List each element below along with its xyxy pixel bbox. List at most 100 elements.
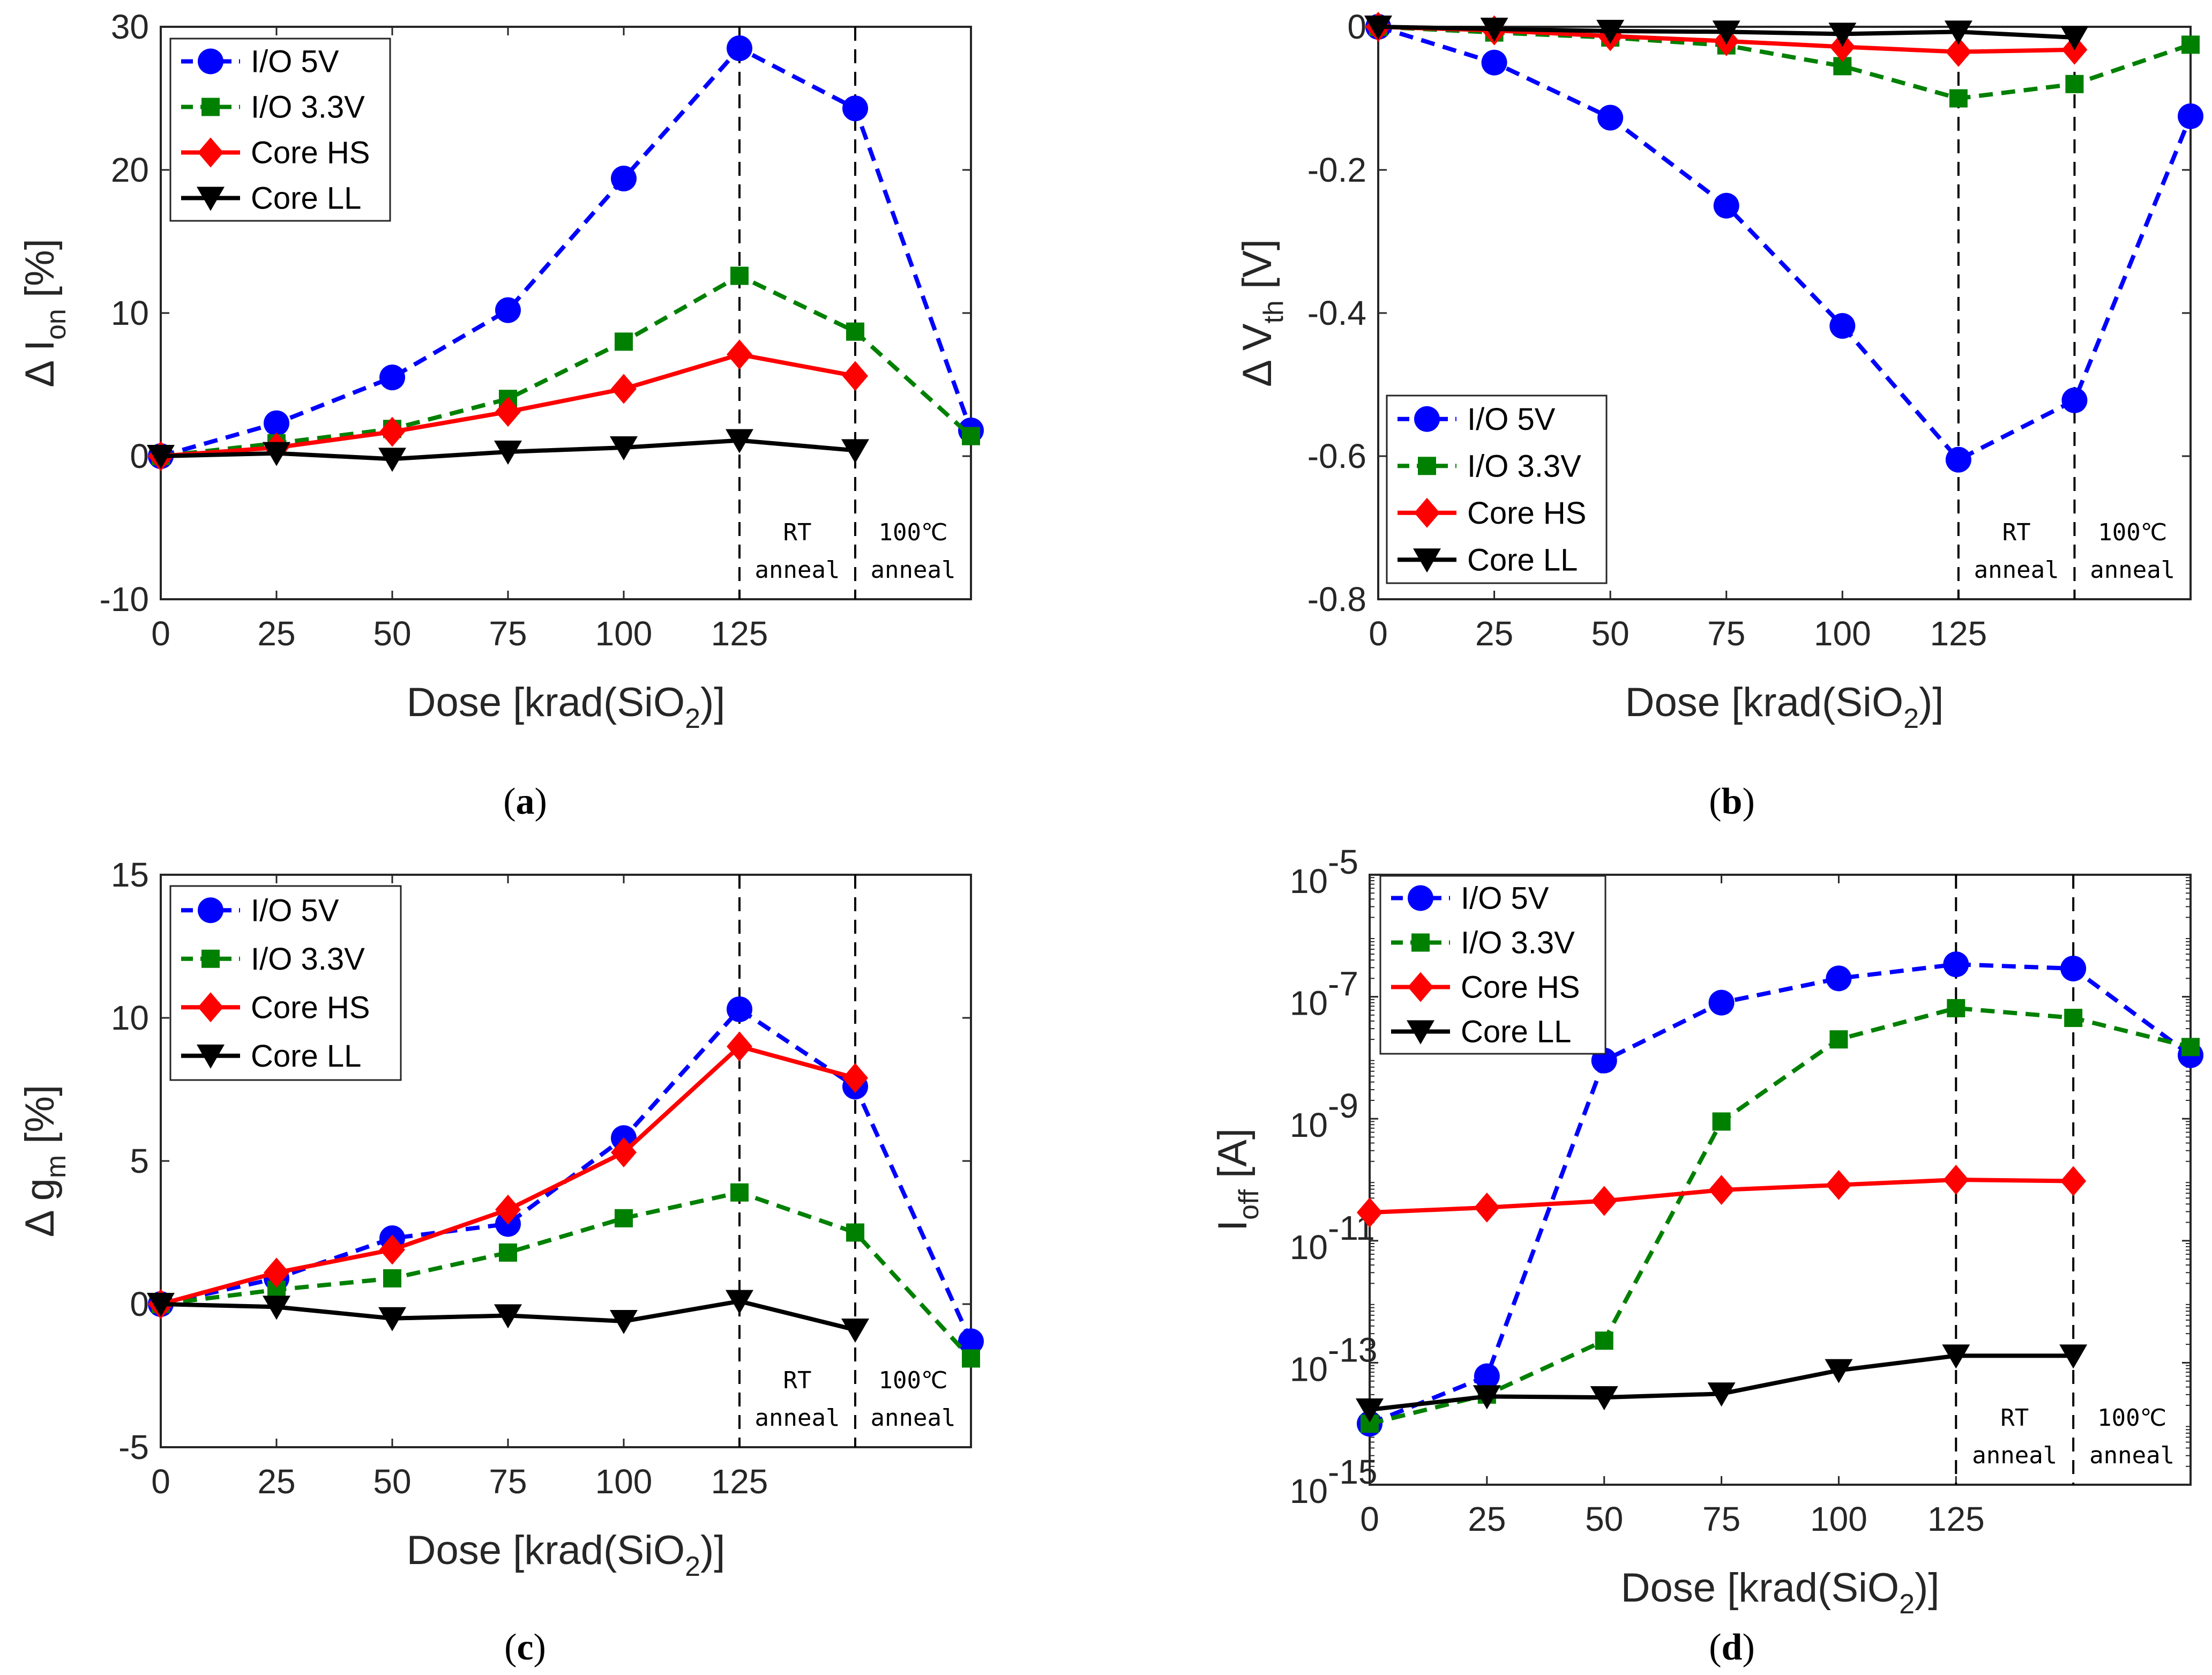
panel-caption: (a) [503, 781, 547, 822]
panel-caption: (c) [504, 1627, 546, 1668]
data-point-io5 [958, 1328, 984, 1354]
data-point-corehs [495, 397, 521, 427]
x-tick-label: 100 [595, 614, 653, 653]
legend-swatch-marker [1414, 497, 1440, 528]
legend-label: Core HS [251, 136, 370, 170]
caption-close: ) [1742, 1627, 1754, 1668]
series-line-io33 [160, 273, 973, 458]
data-point-io33 [383, 1269, 401, 1287]
y-axis-label: Ioff [A] [1210, 1128, 1265, 1231]
x-tick-label: 100 [1810, 1500, 1867, 1538]
annotation-100c-anneal: anneal [2090, 556, 2175, 584]
data-point-corell [610, 436, 638, 460]
legend-swatch-marker [1407, 1020, 1434, 1045]
data-point-io5 [1708, 989, 1735, 1016]
data-point-io5 [842, 95, 868, 122]
data-point-io5 [1945, 446, 1971, 473]
data-point-io5 [2178, 103, 2203, 129]
legend-swatch-marker [1413, 548, 1441, 573]
data-point-io5 [1943, 951, 1969, 978]
legend-label: I/O 3.3V [1467, 449, 1581, 483]
x-tick-label: 50 [1591, 614, 1630, 653]
x-axis-label: Dose [krad(SiO2)] [1621, 1565, 1940, 1620]
chart-panel-b: 0 25 50 75 100 125 -0.8 -0.6 -0.4 -0.2 0 RT anneal 10… [1235, 8, 2203, 822]
data-point-io5 [727, 996, 752, 1022]
y-axis-label-sub: m [41, 1155, 72, 1178]
legend-swatch-marker [198, 48, 223, 75]
data-point-corell [1944, 20, 1972, 45]
x-tick-label: 100 [1814, 614, 1871, 653]
y-tick-label: 10 [111, 294, 149, 332]
data-point-corehs [1474, 1192, 1500, 1223]
x-tick-label: 75 [1707, 614, 1745, 653]
x-axis-label-sub: 2 [685, 1551, 700, 1582]
y-tick-label-base: 10 [1290, 1106, 1328, 1144]
y-tick-label: 0 [130, 1285, 149, 1323]
data-point-io33 [730, 1183, 749, 1202]
caption-open: ( [504, 1627, 517, 1668]
data-point-corell [841, 439, 869, 464]
data-point-corell [726, 1290, 753, 1314]
data-point-corell [2059, 1344, 2088, 1369]
y-tick-label: 0 [1347, 8, 1366, 46]
data-point-corell [147, 445, 175, 469]
panel-caption: (d) [1709, 1627, 1755, 1668]
panel-caption: (b) [1709, 781, 1755, 822]
x-tick-label: 125 [711, 614, 768, 653]
data-point-corell [494, 440, 522, 465]
legend-swatch-marker [1408, 972, 1433, 1002]
y-tick-label: -0.4 [1307, 294, 1366, 332]
data-point-io5 [2060, 955, 2087, 981]
x-tick-label: 75 [489, 614, 527, 653]
data-point-io5 [1829, 313, 1856, 339]
x-axis-label-sub: 2 [1899, 1589, 1915, 1620]
legend-label: Core LL [251, 1039, 361, 1074]
x-axis-label-sub: 2 [1903, 703, 1919, 734]
x-axis-label-sub: 2 [685, 703, 700, 734]
y-tick-label: 10 [111, 999, 149, 1037]
annotation-100c: 100℃ [2098, 519, 2167, 546]
data-point-corell [263, 1296, 290, 1320]
caption-close: ) [534, 1627, 546, 1668]
caption-letter: d [1722, 1627, 1743, 1668]
annotation-100c: 100℃ [2097, 1404, 2166, 1432]
y-axis-label-sub: on [41, 309, 72, 340]
y-axis-label: Δ gm [%] [17, 1085, 72, 1237]
data-point-corehs [1826, 1170, 1852, 1200]
annotation-rt-anneal: anneal [755, 1404, 840, 1432]
x-tick-label: 0 [1360, 1500, 1379, 1538]
x-tick-label: 50 [373, 614, 411, 653]
data-point-corehs [727, 339, 752, 370]
annotation-100c: 100℃ [879, 519, 948, 546]
data-point-io5 [379, 364, 405, 391]
y-tick-label-base: 10 [1290, 1350, 1328, 1388]
x-axis-label-main: Dose [krad(SiO [407, 680, 685, 725]
y-tick-label-exp: -5 [1328, 843, 1358, 881]
data-point-io33 [499, 1243, 517, 1262]
series-line-io33 [1369, 1006, 2191, 1426]
x-axis-label-end: )] [700, 1528, 725, 1573]
legend-label: I/O 5V [1467, 402, 1556, 437]
y-tick-label-exp: -13 [1328, 1330, 1378, 1369]
data-point-io33 [1829, 1030, 1848, 1049]
series-line-io5 [1377, 25, 2193, 463]
data-point-io33 [846, 1223, 864, 1242]
caption-open: ( [1709, 1627, 1721, 1668]
data-point-io5 [727, 35, 752, 62]
data-point-corehs [727, 1031, 752, 1062]
y-tick-label-base: 10 [1290, 1228, 1328, 1267]
x-axis-label-end: )] [700, 680, 725, 725]
legend-swatch-marker [201, 949, 220, 968]
data-point-io33 [1595, 1331, 1613, 1350]
y-tick-label: -10 [100, 580, 150, 619]
y-axis-label-end: [V] [1235, 239, 1280, 300]
x-tick-label: 25 [257, 1462, 295, 1501]
annotation-100c: 100℃ [879, 1367, 948, 1394]
data-point-corell [263, 442, 290, 466]
y-axis-label-main: Δ I [17, 340, 63, 388]
data-point-corell [1473, 1385, 1501, 1410]
x-tick-label: 25 [1475, 614, 1513, 653]
data-point-corell [841, 1319, 869, 1343]
x-axis-label: Dose [krad(SiO2)] [1625, 680, 1944, 734]
caption-letter: b [1722, 781, 1743, 822]
